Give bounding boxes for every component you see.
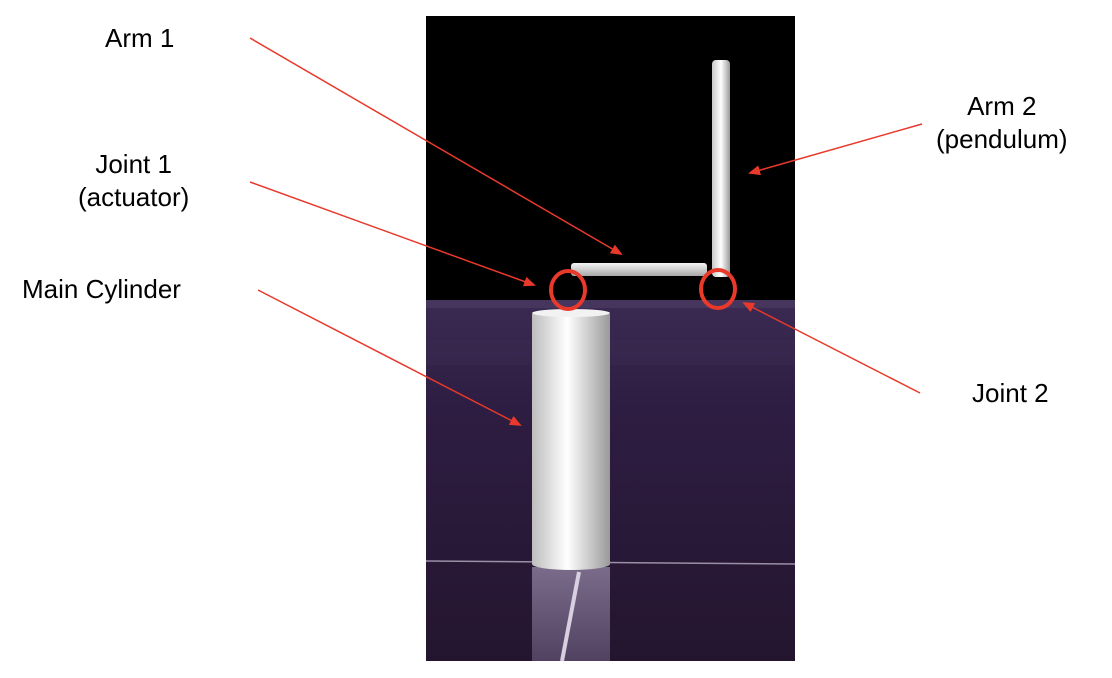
label-joint-1: Joint 1 (actuator): [78, 148, 189, 214]
joint-1-marker: [549, 269, 587, 311]
arrow-joint-2: [742, 302, 921, 394]
arm-1-rod: [571, 263, 707, 276]
joint-2-marker: [699, 268, 737, 310]
label-main-cylinder: Main Cylinder: [22, 273, 181, 306]
label-joint-2-text: Joint 2: [972, 378, 1049, 408]
arrow-main-cylinder: [257, 289, 522, 426]
arrow-arm-2: [748, 123, 923, 176]
label-arm-2-line-1: Arm 2: [967, 91, 1037, 121]
label-joint-1-line-1: Joint 1: [95, 149, 172, 179]
label-main-cylinder-text: Main Cylinder: [22, 274, 181, 304]
label-arm-1-text: Arm 1: [105, 23, 175, 53]
label-arm-1: Arm 1: [105, 22, 174, 55]
label-joint-1-line-2: (actuator): [78, 182, 190, 212]
arrow-arm-1: [249, 37, 623, 256]
label-arm-2-line-2: (pendulum): [936, 124, 1068, 154]
arm-2-rod: [712, 60, 730, 277]
floor-grid-line: [425, 560, 796, 565]
floor-band: [426, 340, 795, 365]
main-cylinder-top: [532, 309, 610, 317]
reflection-streak: [560, 571, 581, 662]
label-arm-2: Arm 2 (pendulum): [936, 90, 1068, 156]
main-cylinder-bottom: [532, 558, 610, 570]
arrow-joint-1: [249, 181, 536, 287]
label-joint-2: Joint 2: [972, 377, 1049, 410]
main-cylinder: [532, 314, 610, 564]
floor-band: [426, 300, 795, 308]
